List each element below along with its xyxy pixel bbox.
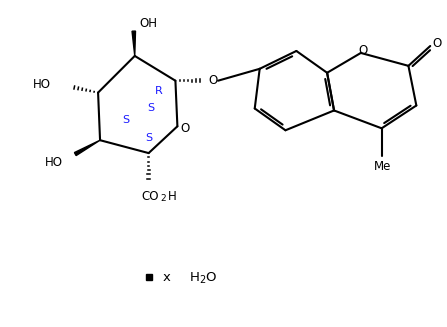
Text: O: O bbox=[358, 44, 367, 58]
Text: Me: Me bbox=[374, 161, 391, 173]
Text: HO: HO bbox=[33, 78, 51, 91]
Polygon shape bbox=[74, 140, 100, 156]
Text: O: O bbox=[181, 122, 190, 135]
Text: O: O bbox=[205, 270, 215, 284]
Text: S: S bbox=[147, 103, 154, 113]
Text: 2: 2 bbox=[199, 275, 205, 285]
Text: S: S bbox=[145, 133, 152, 143]
Text: HO: HO bbox=[44, 156, 63, 168]
Text: O: O bbox=[208, 74, 218, 87]
Text: H: H bbox=[168, 190, 176, 203]
Text: O: O bbox=[433, 37, 442, 49]
Text: 2: 2 bbox=[160, 194, 166, 203]
Text: CO: CO bbox=[142, 190, 160, 203]
Text: H: H bbox=[190, 270, 199, 284]
Polygon shape bbox=[132, 31, 135, 56]
Text: x: x bbox=[163, 270, 170, 284]
Text: OH: OH bbox=[140, 17, 158, 30]
Text: R: R bbox=[155, 86, 162, 95]
Text: S: S bbox=[122, 115, 129, 125]
